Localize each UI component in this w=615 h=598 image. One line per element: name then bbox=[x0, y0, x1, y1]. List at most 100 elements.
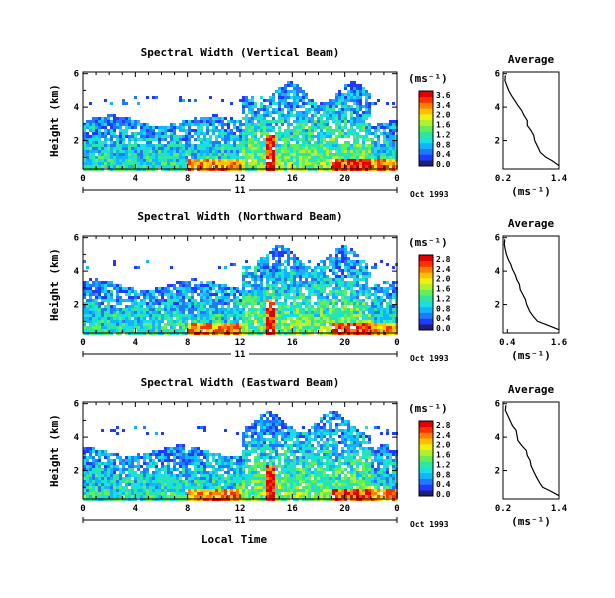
heatmap-cell bbox=[269, 275, 272, 278]
heatmap-cell bbox=[167, 459, 170, 462]
heatmap-cell bbox=[350, 281, 353, 284]
heatmap-cell bbox=[89, 474, 92, 477]
heatmap-cell bbox=[152, 486, 155, 489]
heatmap-cell bbox=[263, 299, 266, 302]
heatmap-cell bbox=[122, 308, 125, 311]
heatmap-cell bbox=[131, 320, 134, 323]
heatmap-cell bbox=[143, 162, 146, 165]
heatmap-cell bbox=[212, 471, 215, 474]
heatmap-cell bbox=[260, 257, 263, 260]
heatmap-cell bbox=[380, 126, 383, 129]
heatmap-cell bbox=[335, 254, 338, 257]
heatmap-cell bbox=[125, 326, 128, 329]
heatmap-cell bbox=[200, 290, 203, 293]
heatmap-cell bbox=[311, 108, 314, 111]
heatmap-cell bbox=[89, 129, 92, 132]
heatmap-cell bbox=[98, 165, 101, 168]
heatmap-cell bbox=[353, 138, 356, 141]
heatmap-cell bbox=[140, 153, 143, 156]
heatmap-cell bbox=[83, 129, 86, 132]
heatmap-cell bbox=[212, 299, 215, 302]
heatmap-cell bbox=[98, 453, 101, 456]
heatmap-cell bbox=[206, 123, 209, 126]
heatmap-cell bbox=[170, 459, 173, 462]
heatmap-cell bbox=[353, 123, 356, 126]
heatmap-cell bbox=[158, 450, 161, 453]
heatmap-cell bbox=[362, 275, 365, 278]
heatmap-cell bbox=[326, 284, 329, 287]
heatmap-cell bbox=[254, 290, 257, 293]
heatmap-cell bbox=[341, 248, 344, 251]
heatmap-cell bbox=[230, 120, 233, 123]
heatmap-cell bbox=[95, 296, 98, 299]
heatmap-cell bbox=[218, 144, 221, 147]
heatmap-cell bbox=[368, 129, 371, 132]
heatmap-cell bbox=[302, 284, 305, 287]
heatmap-cell bbox=[236, 305, 239, 308]
heatmap-cell bbox=[197, 159, 200, 162]
heatmap-cell bbox=[116, 320, 119, 323]
heatmap-cell bbox=[290, 266, 293, 269]
heatmap-cell bbox=[323, 150, 326, 153]
heatmap-cell bbox=[374, 293, 377, 296]
heatmap-cell bbox=[389, 129, 392, 132]
heatmap-cell bbox=[221, 329, 224, 332]
heatmap-cell bbox=[164, 150, 167, 153]
heatmap-cell bbox=[296, 329, 299, 332]
heatmap-cell bbox=[365, 281, 368, 284]
heatmap-cell bbox=[131, 296, 134, 299]
heatmap-cell bbox=[305, 114, 308, 117]
heatmap-cell bbox=[101, 477, 104, 480]
heatmap-cell bbox=[341, 311, 344, 314]
heatmap-cell bbox=[194, 489, 197, 492]
heatmap-cell bbox=[263, 132, 266, 135]
heatmap-cell bbox=[359, 135, 362, 138]
heatmap-cell bbox=[194, 456, 197, 459]
heatmap-cell bbox=[326, 329, 329, 332]
heatmap-cell bbox=[365, 150, 368, 153]
heatmap-cell bbox=[326, 105, 329, 108]
heatmap-cell bbox=[335, 105, 338, 108]
heatmap-cell bbox=[341, 111, 344, 114]
heatmap-cell bbox=[335, 317, 338, 320]
heatmap-cell bbox=[86, 480, 89, 483]
heatmap-cell bbox=[239, 308, 242, 311]
heatmap-cell bbox=[263, 99, 266, 102]
heatmap-cell bbox=[317, 296, 320, 299]
colorbar-swatch bbox=[419, 108, 433, 115]
heatmap-cell bbox=[170, 293, 173, 296]
heatmap-cell bbox=[323, 156, 326, 159]
heatmap-cell bbox=[197, 489, 200, 492]
heatmap-cell bbox=[209, 141, 212, 144]
heatmap-cell bbox=[323, 287, 326, 290]
heatmap-cell bbox=[389, 302, 392, 305]
heatmap-cell bbox=[203, 153, 206, 156]
heatmap-cell bbox=[155, 474, 158, 477]
heatmap-cell bbox=[203, 159, 206, 162]
heatmap-cell bbox=[125, 474, 128, 477]
heatmap-cell bbox=[251, 311, 254, 314]
heatmap-cell bbox=[260, 314, 263, 317]
heatmap-cell bbox=[290, 111, 293, 114]
heatmap-cell bbox=[344, 317, 347, 320]
heatmap-cell bbox=[104, 290, 107, 293]
heatmap-cell bbox=[290, 296, 293, 299]
heatmap-cell bbox=[350, 323, 353, 326]
heatmap-cell bbox=[182, 287, 185, 290]
heatmap-cell bbox=[185, 129, 188, 132]
heatmap-cell bbox=[110, 144, 113, 147]
heatmap-cell bbox=[323, 317, 326, 320]
heatmap-cell bbox=[320, 123, 323, 126]
heatmap-cell bbox=[359, 96, 362, 99]
heatmap-cell bbox=[317, 162, 320, 165]
heatmap-cell bbox=[377, 138, 380, 141]
heatmap-cell bbox=[128, 120, 131, 123]
heatmap-cell bbox=[104, 156, 107, 159]
heatmap-cell bbox=[281, 272, 284, 275]
heatmap-cell bbox=[176, 293, 179, 296]
heatmap-cell bbox=[146, 323, 149, 326]
heatmap-cell bbox=[104, 117, 107, 120]
heatmap-cell bbox=[137, 477, 140, 480]
average-y-tick-label: 6 bbox=[495, 70, 500, 80]
heatmap-cell bbox=[110, 156, 113, 159]
